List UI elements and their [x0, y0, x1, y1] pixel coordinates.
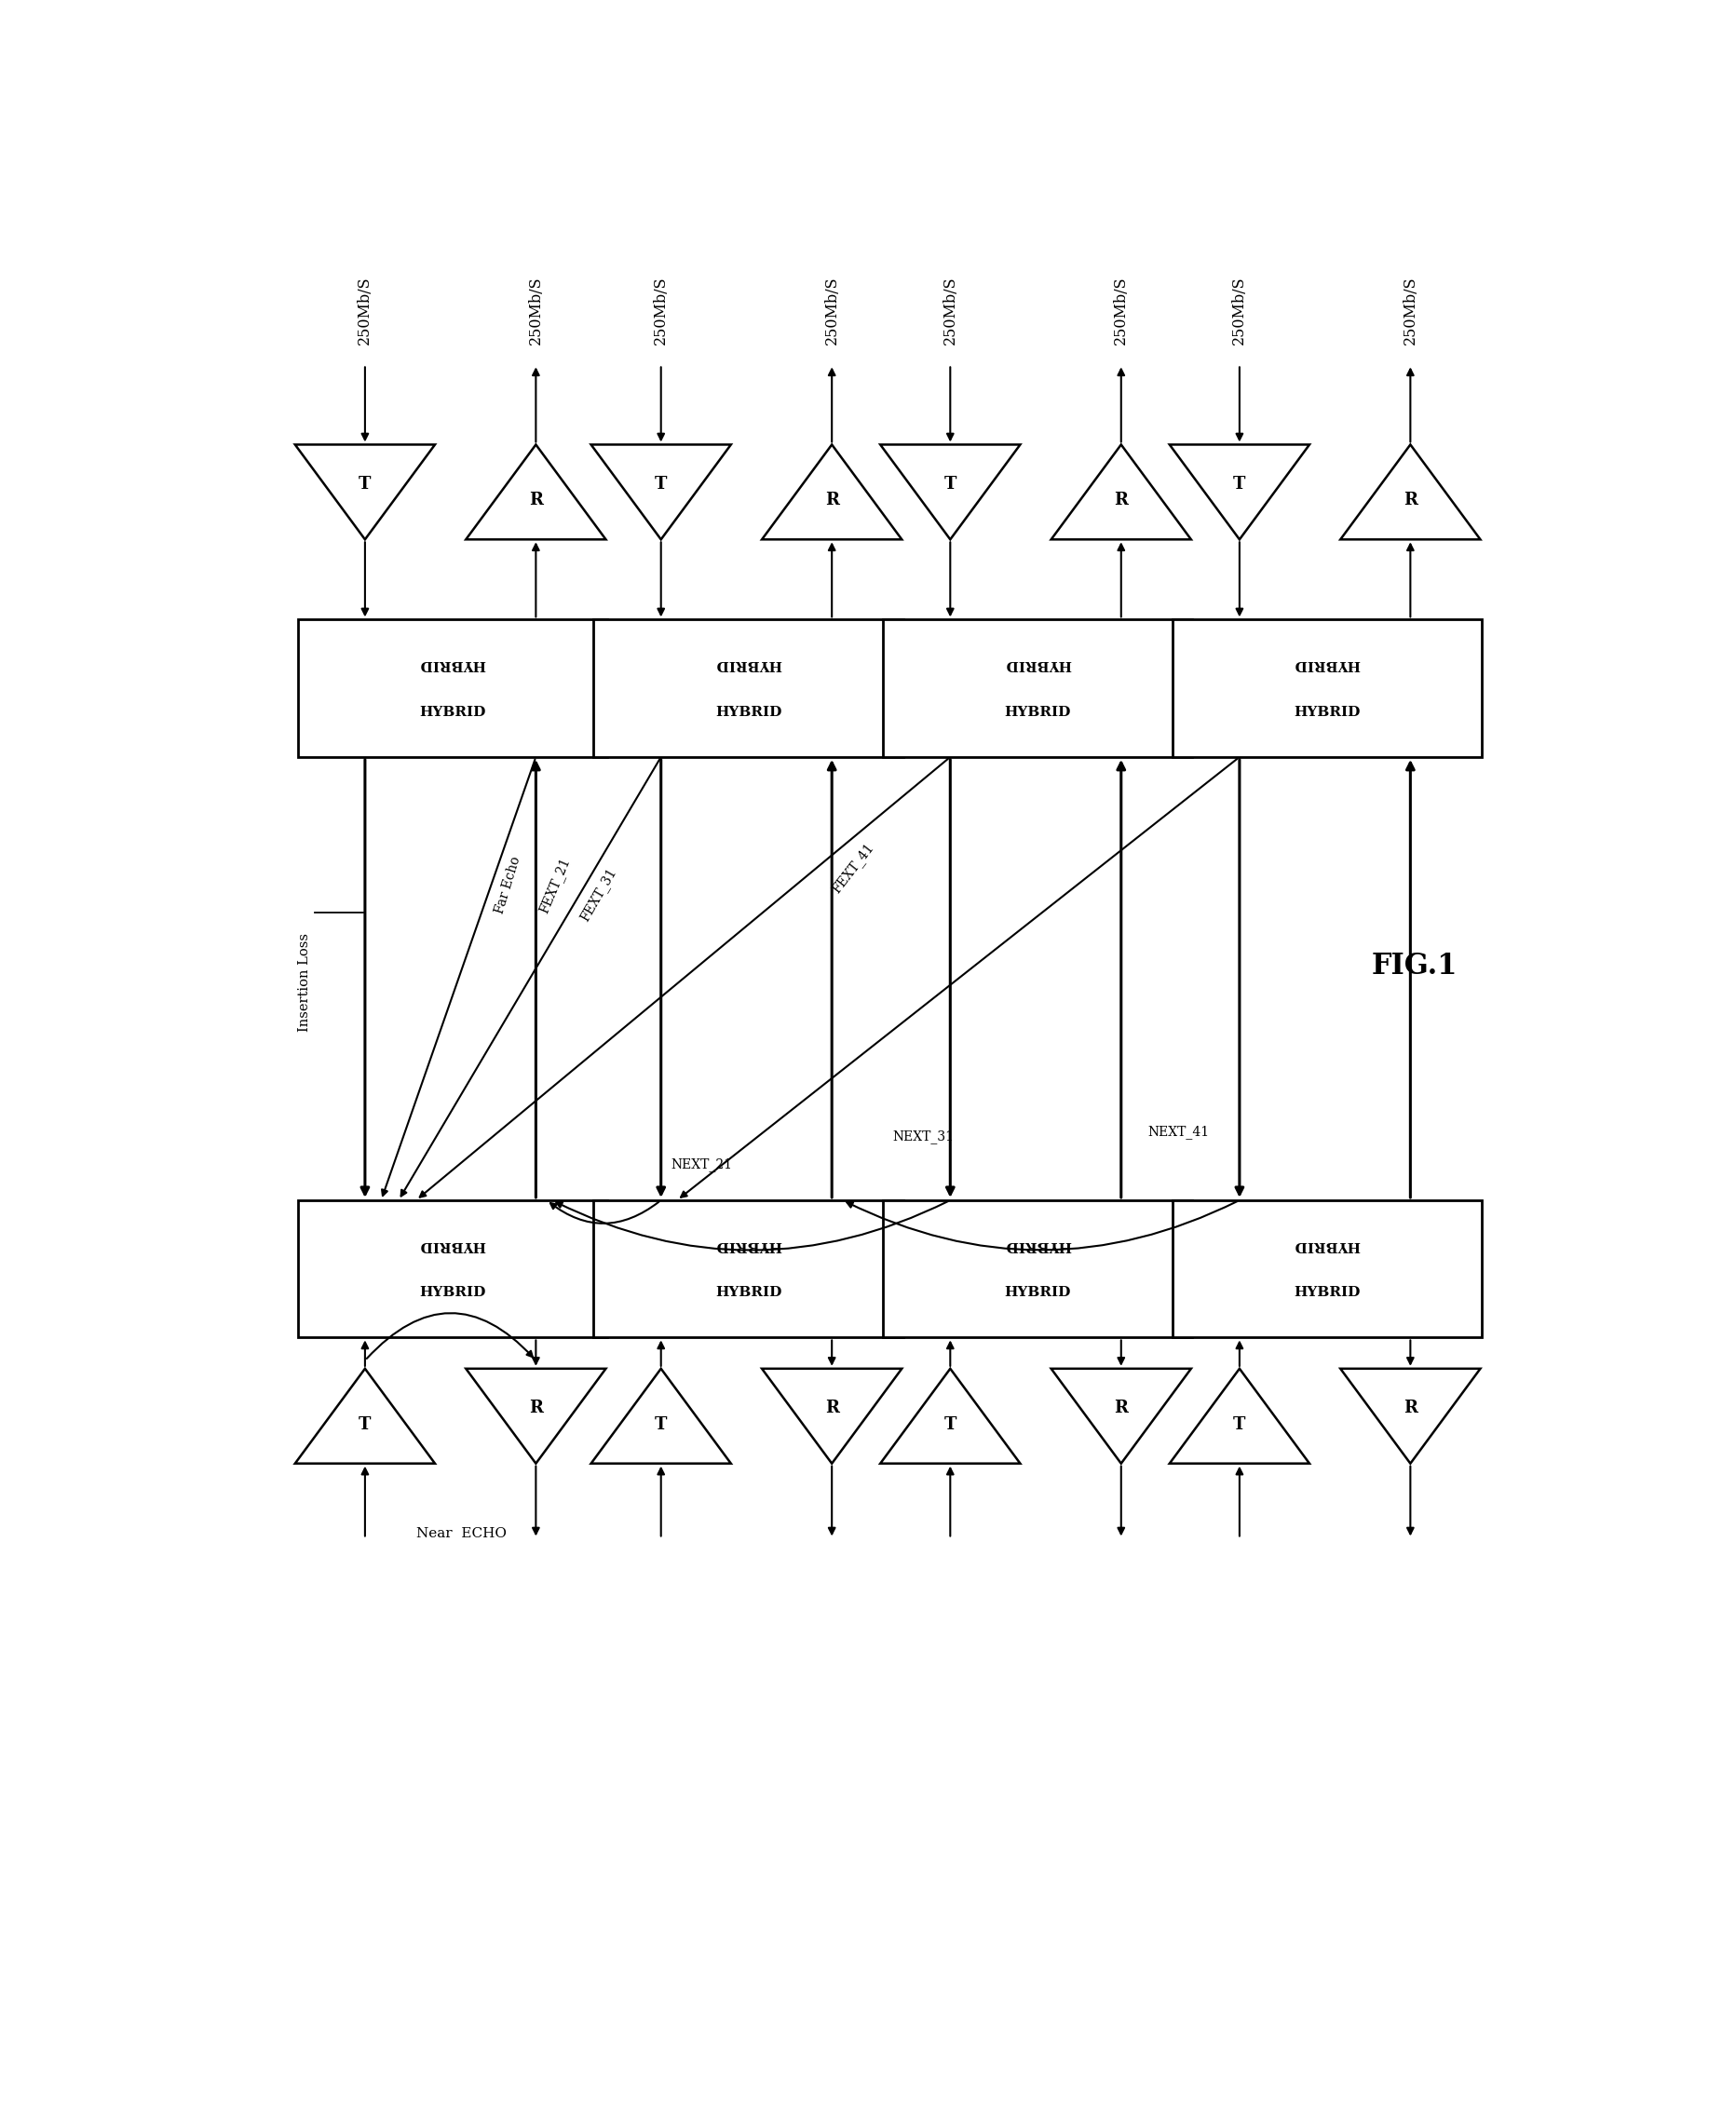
Text: Near  ECHO: Near ECHO — [417, 1527, 507, 1540]
Text: FEXT_21: FEXT_21 — [536, 856, 573, 915]
Text: NEXT_41: NEXT_41 — [1147, 1126, 1210, 1138]
Text: HYBRID: HYBRID — [715, 705, 781, 718]
Text: HYBRID: HYBRID — [418, 1287, 486, 1300]
Text: T: T — [1233, 1417, 1246, 1432]
Text: HYBRID: HYBRID — [1005, 1287, 1071, 1300]
Bar — [884, 620, 1193, 756]
Text: R: R — [825, 493, 838, 508]
Text: HYBRID: HYBRID — [715, 1238, 781, 1251]
Text: 250Mb/S: 250Mb/S — [653, 276, 668, 344]
Text: 250Mb/S: 250Mb/S — [943, 276, 958, 344]
Text: T: T — [944, 1417, 957, 1432]
Text: HYBRID: HYBRID — [1293, 1238, 1361, 1251]
Text: HYBRID: HYBRID — [1293, 658, 1361, 671]
Text: HYBRID: HYBRID — [715, 658, 781, 671]
Text: T: T — [359, 476, 372, 493]
Polygon shape — [590, 444, 731, 539]
Text: HYBRID: HYBRID — [1005, 1238, 1071, 1251]
Text: R: R — [529, 1400, 543, 1417]
Bar — [1172, 620, 1483, 756]
Polygon shape — [465, 1368, 606, 1463]
Polygon shape — [1170, 1368, 1309, 1463]
Bar — [884, 1200, 1193, 1338]
Text: Far Echo: Far Echo — [493, 856, 523, 915]
Text: T: T — [654, 476, 667, 493]
Text: NEXT_31: NEXT_31 — [892, 1130, 955, 1143]
Polygon shape — [465, 444, 606, 539]
Text: R: R — [529, 493, 543, 508]
Text: T: T — [359, 1417, 372, 1432]
Text: HYBRID: HYBRID — [418, 658, 486, 671]
Bar — [1172, 1200, 1483, 1338]
Text: 250Mb/S: 250Mb/S — [1403, 276, 1418, 344]
Bar — [299, 1200, 608, 1338]
Text: FEXT_41: FEXT_41 — [830, 841, 877, 896]
Text: R: R — [1115, 1400, 1128, 1417]
Text: HYBRID: HYBRID — [418, 1238, 486, 1251]
Text: FEXT_31: FEXT_31 — [578, 867, 620, 924]
Text: HYBRID: HYBRID — [1293, 705, 1361, 718]
Text: 250Mb/S: 250Mb/S — [528, 276, 543, 344]
Text: T: T — [944, 476, 957, 493]
Text: HYBRID: HYBRID — [1005, 658, 1071, 671]
Polygon shape — [762, 1368, 901, 1463]
Polygon shape — [1052, 1368, 1191, 1463]
Text: R: R — [1403, 493, 1417, 508]
Polygon shape — [590, 1368, 731, 1463]
Text: 250Mb/S: 250Mb/S — [358, 276, 373, 344]
Text: HYBRID: HYBRID — [1005, 705, 1071, 718]
Polygon shape — [880, 444, 1021, 539]
Bar — [299, 620, 608, 756]
Polygon shape — [880, 1368, 1021, 1463]
Polygon shape — [1052, 444, 1191, 539]
Text: 250Mb/S: 250Mb/S — [1113, 276, 1128, 344]
Text: HYBRID: HYBRID — [715, 1287, 781, 1300]
Polygon shape — [1170, 444, 1309, 539]
Text: T: T — [654, 1417, 667, 1432]
Text: R: R — [1115, 493, 1128, 508]
Text: Insertion Loss: Insertion Loss — [299, 932, 311, 1032]
Text: R: R — [825, 1400, 838, 1417]
Text: 250Mb/S: 250Mb/S — [1231, 276, 1248, 344]
Text: NEXT_21: NEXT_21 — [670, 1158, 733, 1172]
Polygon shape — [295, 1368, 436, 1463]
Polygon shape — [295, 444, 436, 539]
Polygon shape — [762, 444, 901, 539]
Text: R: R — [1403, 1400, 1417, 1417]
Text: 250Mb/S: 250Mb/S — [825, 276, 840, 344]
Text: HYBRID: HYBRID — [418, 705, 486, 718]
Text: FIG.1: FIG.1 — [1371, 952, 1458, 981]
Polygon shape — [1340, 444, 1481, 539]
Polygon shape — [1340, 1368, 1481, 1463]
Text: HYBRID: HYBRID — [1293, 1287, 1361, 1300]
Text: T: T — [1233, 476, 1246, 493]
Bar — [594, 1200, 903, 1338]
Bar — [594, 620, 903, 756]
